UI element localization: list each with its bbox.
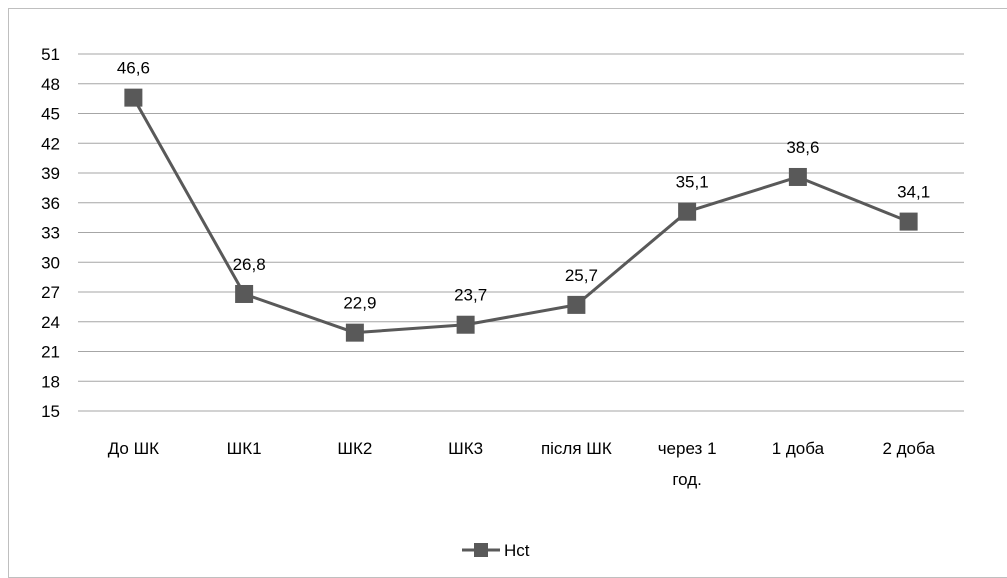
y-tick-label: 51 xyxy=(41,45,60,64)
y-tick-label: 21 xyxy=(41,343,60,362)
series-hct: 46,6 26,8 22,9 23,7 25,7 35,1 38,6 34,1 xyxy=(117,59,930,342)
data-point-marker xyxy=(124,88,143,107)
data-point-marker xyxy=(678,202,697,221)
x-tick-label: год. xyxy=(672,470,702,489)
data-label: 26,8 xyxy=(233,255,266,274)
x-axis-tick-labels: До ШК ШК1 ШК2 ШК3 після ШК через 1 год. 1 доба 2… xyxy=(108,439,936,489)
x-tick-label: ШК1 xyxy=(227,439,262,458)
series-line-hct xyxy=(132,96,910,335)
y-tick-label: 39 xyxy=(41,164,60,183)
y-axis-tick-labels: 15 18 21 24 27 30 33 36 39 42 45 48 51 xyxy=(41,45,60,421)
x-tick-label: ШК2 xyxy=(337,439,372,458)
y-tick-label: 24 xyxy=(41,313,60,332)
data-point-marker xyxy=(899,212,918,231)
x-tick-label: після ШК xyxy=(541,439,612,458)
y-tick-label: 30 xyxy=(41,253,60,272)
x-tick-label: ШК3 xyxy=(448,439,483,458)
y-tick-label: 33 xyxy=(41,224,60,243)
y-tick-label: 27 xyxy=(41,283,60,302)
x-tick-label: через 1 xyxy=(658,439,717,458)
data-point-marker xyxy=(345,323,364,342)
y-tick-label: 48 xyxy=(41,75,60,94)
legend-label-hct: Hct xyxy=(504,541,530,560)
legend-marker-swatch xyxy=(474,543,488,557)
data-point-marker xyxy=(788,167,807,186)
y-tick-label: 36 xyxy=(41,194,60,213)
chart-area xyxy=(8,8,1007,578)
y-tick-label: 15 xyxy=(41,402,60,421)
y-tick-label: 18 xyxy=(41,372,60,391)
data-point-marker xyxy=(235,284,254,303)
y-tick-label: 42 xyxy=(41,134,60,153)
legend: Hct xyxy=(462,541,530,560)
data-label: 38,6 xyxy=(786,138,819,157)
data-point-marker xyxy=(456,315,475,334)
data-label: 22,9 xyxy=(343,294,376,313)
data-label: 25,7 xyxy=(565,266,598,285)
data-label: 46,6 xyxy=(117,59,150,78)
data-label: 23,7 xyxy=(454,286,487,305)
gridlines xyxy=(78,53,964,412)
x-tick-label: До ШК xyxy=(108,439,159,458)
data-point-marker xyxy=(567,295,586,314)
y-tick-label: 45 xyxy=(41,105,60,124)
data-label: 34,1 xyxy=(897,183,930,202)
x-tick-label: 1 доба xyxy=(772,439,825,458)
data-label: 35,1 xyxy=(676,173,709,192)
x-tick-label: 2 доба xyxy=(882,439,935,458)
